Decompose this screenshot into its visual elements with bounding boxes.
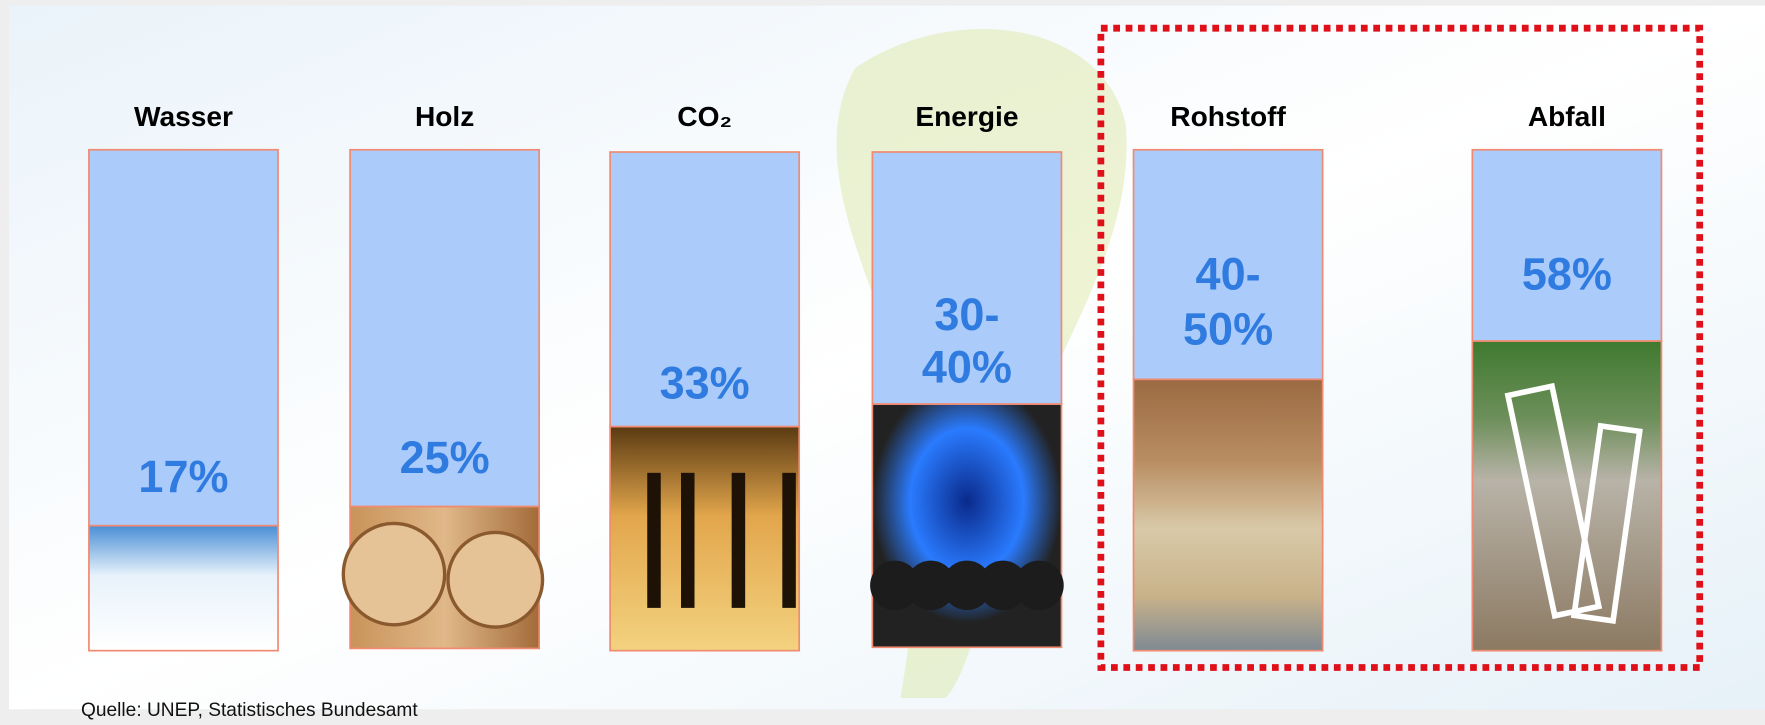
share-box: [1471, 148, 1663, 342]
photo-detail: [782, 472, 796, 608]
photo-detail: [647, 472, 661, 608]
photo-detail: [681, 472, 695, 608]
highlight-frame: [1097, 24, 1704, 671]
source-note: Quelle: UNEP, Statistisches Bundesamt: [81, 700, 418, 721]
column-label: Wasser: [134, 101, 233, 132]
photo: [609, 425, 801, 652]
share-value: 17%: [138, 451, 228, 502]
photo-detail: [870, 560, 920, 611]
share-value: 50%: [1183, 303, 1273, 354]
photo-detail: [731, 472, 746, 608]
share-value: 40%: [922, 342, 1012, 393]
photo-detail: [942, 560, 992, 611]
photo-detail: [1014, 560, 1064, 611]
column-label: Rohstoff: [1170, 101, 1286, 132]
share-box: [871, 151, 1063, 405]
column-label: Holz: [415, 101, 474, 132]
share-value: 40-: [1196, 248, 1261, 299]
photo-detail: [1570, 422, 1643, 625]
photo-detail: [978, 560, 1028, 611]
share-value: 58%: [1522, 248, 1612, 299]
column-label: Energie: [915, 101, 1018, 132]
photo: [88, 524, 279, 652]
share-box: [1132, 148, 1324, 381]
photo: [1132, 378, 1324, 652]
column-label: Abfall: [1528, 101, 1606, 132]
photo-detail: [906, 560, 956, 611]
share-value: 30-: [934, 289, 999, 340]
column-label: CO₂: [677, 101, 732, 132]
share-value: 25%: [400, 432, 490, 483]
share-box: [349, 148, 541, 508]
photo-detail: [341, 521, 447, 627]
photo-detail: [446, 530, 545, 629]
photo: [871, 403, 1063, 649]
share-box: [609, 151, 801, 428]
share-value: 33%: [660, 358, 750, 409]
